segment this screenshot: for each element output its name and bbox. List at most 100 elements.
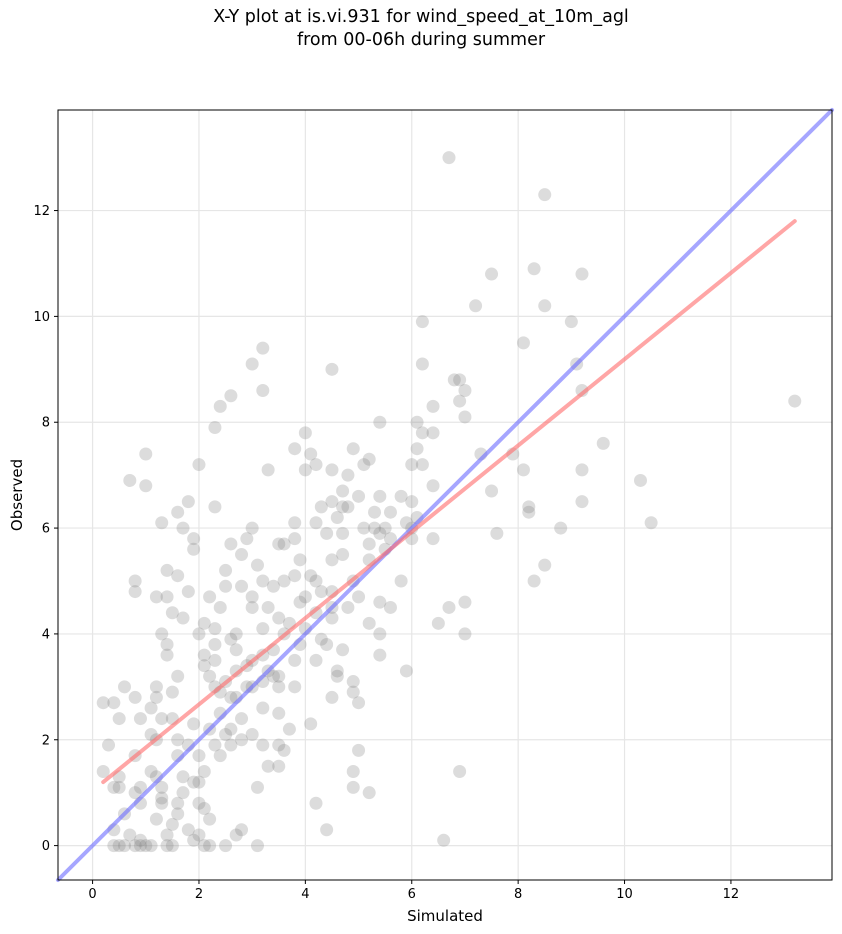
data-point [357, 458, 371, 472]
data-point [197, 839, 211, 853]
y-tick-label: 0 [42, 839, 50, 854]
data-point [171, 569, 185, 583]
data-point [485, 484, 499, 498]
data-point [197, 659, 211, 673]
data-point [314, 500, 328, 514]
data-point [144, 701, 158, 715]
data-point [96, 696, 110, 710]
data-point [442, 151, 456, 165]
data-point [102, 738, 116, 752]
data-point [490, 526, 504, 540]
x-tick-label: 2 [195, 887, 203, 902]
data-point [256, 383, 270, 397]
data-point [245, 600, 259, 614]
data-point [235, 823, 249, 837]
data-point [213, 399, 227, 413]
data-point [788, 394, 802, 408]
y-tick-label: 4 [42, 627, 50, 642]
data-point [149, 690, 163, 704]
y-tick-label: 6 [42, 522, 50, 537]
data-point [197, 765, 211, 779]
x-axis-ticks: 0 2 4 6 8 10 12 [88, 880, 739, 902]
data-point [288, 442, 302, 456]
data-point [208, 653, 222, 667]
data-point [596, 436, 610, 450]
data-point [277, 743, 291, 757]
data-point [288, 569, 302, 583]
data-point [155, 712, 169, 726]
data-point [415, 315, 429, 329]
data-point [171, 796, 185, 810]
data-point [362, 616, 376, 630]
data-point [368, 505, 382, 519]
data-point [160, 563, 174, 577]
data-point [373, 415, 387, 429]
data-point [320, 823, 334, 837]
data-point [272, 669, 286, 683]
data-point [245, 590, 259, 604]
data-point [309, 574, 323, 588]
data-point [554, 521, 568, 535]
data-point [330, 664, 344, 678]
data-point [575, 463, 589, 477]
data-point [181, 585, 195, 599]
data-point [516, 336, 530, 350]
data-point [123, 828, 137, 842]
data-point [133, 780, 147, 794]
data-point [373, 627, 387, 641]
data-point [229, 828, 243, 842]
data-point [160, 839, 174, 853]
data-point [208, 500, 222, 514]
data-point [458, 383, 472, 397]
data-point [394, 574, 408, 588]
data-point [336, 484, 350, 498]
data-point [176, 611, 190, 625]
data-point [325, 495, 339, 509]
data-point [203, 590, 217, 604]
data-point [192, 749, 206, 763]
data-point [165, 817, 179, 831]
data-point [197, 616, 211, 630]
data-point [187, 532, 201, 546]
y-tick-label: 10 [33, 310, 50, 325]
data-point [229, 627, 243, 641]
y-tick-label: 2 [42, 733, 50, 748]
data-point [133, 833, 147, 847]
data-point [320, 526, 334, 540]
data-point [245, 727, 259, 741]
data-point [373, 595, 387, 609]
data-point [288, 516, 302, 530]
data-point [128, 585, 142, 599]
data-point [149, 812, 163, 826]
data-point [187, 542, 201, 556]
data-point [155, 627, 169, 641]
data-point [272, 680, 286, 694]
data-point [235, 712, 249, 726]
data-point [277, 537, 291, 551]
data-point [107, 839, 121, 853]
data-point [362, 786, 376, 800]
data-point [155, 791, 169, 805]
data-point [112, 780, 126, 794]
data-point [309, 653, 323, 667]
data-point [229, 643, 243, 657]
data-point [453, 765, 467, 779]
data-point [160, 590, 174, 604]
data-point [155, 780, 169, 794]
data-point [208, 638, 222, 652]
data-point [149, 590, 163, 604]
grid [58, 110, 832, 880]
data-point [309, 606, 323, 620]
data-point [203, 812, 217, 826]
chart-title: X-Y plot at is.vi.931 for wind_speed_at_… [213, 7, 629, 27]
data-point [187, 833, 201, 847]
data-point [282, 722, 296, 736]
data-point [107, 696, 121, 710]
x-tick-label: 12 [723, 887, 740, 902]
data-point [298, 590, 312, 604]
data-point [171, 505, 185, 519]
data-point [176, 770, 190, 784]
data-point [298, 426, 312, 440]
data-point [187, 775, 201, 789]
